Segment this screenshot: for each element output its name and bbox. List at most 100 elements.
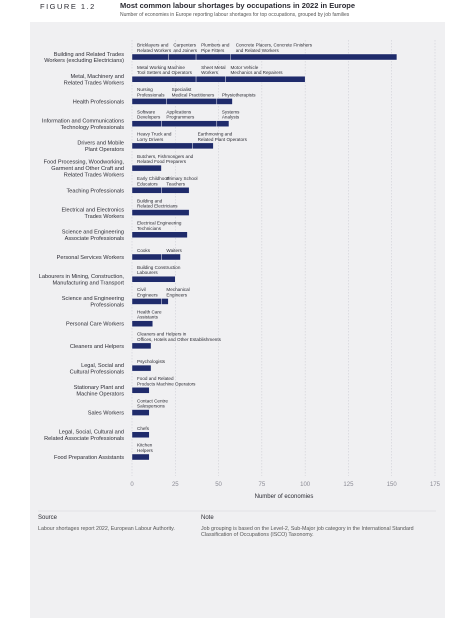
- segment-label: Plumbers and Pipe Fitters: [201, 43, 230, 53]
- bar-segment: [131, 387, 150, 394]
- bar-segment: [131, 298, 162, 305]
- x-tick-label: 100: [300, 482, 311, 488]
- segment-label: Physiotherapists: [222, 92, 256, 97]
- segment-label: Motor Vehicle Mechanics and Repairers: [230, 65, 283, 75]
- segment-label: Sheet Metal Workers: [201, 65, 226, 75]
- segment-label: Chefs: [137, 426, 150, 431]
- segment-label: Psychologists: [137, 359, 166, 364]
- segment-label: Nursing Professionals: [137, 87, 165, 97]
- bar-segment: [131, 76, 197, 83]
- segment-label: Building and Related Electricians: [137, 198, 178, 208]
- segment-label: Contact Centre Salespersons: [137, 398, 168, 408]
- segment-label: Health Care Assistants: [137, 309, 162, 319]
- segment-label: Civil Engineers: [137, 287, 158, 297]
- category-label: Metal, Machinery and Related Trades Worke…: [64, 74, 124, 86]
- segment-label: Electrical Engineering Technicians: [137, 220, 182, 230]
- segment-label: Building Construction Labourers: [137, 265, 181, 275]
- segment-label: Mechanical Engineers: [166, 287, 189, 297]
- bar-segment: [216, 98, 233, 105]
- bar-segment: [131, 431, 150, 438]
- segment-label: Software Developers: [137, 109, 161, 119]
- bar-segment: [168, 53, 197, 61]
- bar-segment: [161, 120, 218, 127]
- bar-segment: [225, 76, 306, 83]
- segment-label: Bricklayers and Related Workers: [137, 43, 172, 53]
- bar-segment: [131, 53, 169, 61]
- category-label: Personal Services Workers: [57, 255, 125, 261]
- category-label: Cleaners and Helpers: [70, 344, 124, 350]
- bar-segment: [131, 320, 153, 327]
- segment-label: Early Childhood Educators: [137, 176, 170, 186]
- source-text: Labour shortages report 2022, European L…: [38, 526, 175, 532]
- x-tick-label: 50: [215, 482, 222, 488]
- chart-subtitle: Number of economies in Europe reporting …: [120, 12, 350, 18]
- bar-segment: [131, 409, 150, 416]
- panel: [30, 22, 445, 618]
- segment-label: Earthmoving and Related Plant Operators: [198, 132, 248, 142]
- category-label: Science and Engineering Professionals: [62, 296, 124, 308]
- segment-label: Concrete Placers, Concrete Finishers and …: [236, 43, 313, 53]
- bar-segment: [161, 298, 169, 305]
- x-tick-label: 75: [259, 482, 266, 488]
- category-label: Information and Communications Technology…: [42, 118, 124, 130]
- x-axis-label: Number of economies: [255, 494, 314, 500]
- segment-label: Food and Related Products Machine Operato…: [137, 376, 196, 386]
- category-label: Health Professionals: [73, 99, 125, 105]
- segment-label: Cooks: [137, 248, 151, 253]
- segment-label: Heavy Truck and Lorry Drivers: [137, 132, 172, 142]
- bar-segment: [131, 253, 162, 261]
- category-label: Building and Related Trades Workers (excl…: [44, 52, 124, 64]
- bar-segment: [131, 98, 167, 105]
- category-label: Science and Engineering Associate Profess…: [62, 230, 124, 242]
- x-tick-label: 25: [172, 482, 179, 488]
- bar-segment: [195, 76, 226, 83]
- segment-label: Butchers, Fishmongers and Related Food Pr…: [137, 154, 194, 164]
- x-tick-label: 0: [130, 482, 134, 488]
- bar-segment: [195, 53, 231, 61]
- segment-label: Kitchen Helpers: [137, 443, 154, 453]
- x-tick-label: 150: [387, 482, 398, 488]
- bar-segment: [131, 187, 162, 194]
- category-label: Sales Workers: [88, 411, 124, 417]
- bar-segment: [131, 120, 162, 127]
- bar-segment: [131, 164, 162, 172]
- segment-label: Applications Programmers: [166, 109, 195, 119]
- bar-segment: [131, 142, 193, 150]
- bar-segment: [166, 98, 218, 105]
- category-label: Teaching Professionals: [66, 188, 124, 194]
- segment-label: Carpenters and Joiners: [173, 43, 197, 53]
- x-tick-label: 175: [430, 482, 441, 488]
- segment-label: Metal Working Machine Tool Setters and Op…: [137, 65, 193, 75]
- note-text: Job grouping is based on the Level-2, Su…: [201, 526, 414, 538]
- chart-title: Most common labour shortages by occupati…: [120, 1, 355, 10]
- bar-segment: [131, 209, 190, 216]
- category-label: Personal Care Workers: [66, 322, 124, 328]
- category-label: Food Preparation Assistants: [54, 455, 124, 461]
- segment-label: Waiters: [166, 248, 182, 253]
- x-tick-label: 125: [343, 482, 354, 488]
- category-label: Stationary Plant and Machine Operators: [74, 385, 125, 397]
- bar-segment: [131, 453, 150, 461]
- bar-segment: [131, 231, 188, 238]
- bar-segment: [216, 120, 230, 127]
- bar-segment: [131, 364, 152, 372]
- bar-segment: [161, 253, 181, 261]
- bar-segment: [192, 142, 214, 150]
- bar-segment: [131, 342, 152, 350]
- bar-segment: [131, 276, 176, 283]
- segment-label: Specialist Medical Practitioners: [172, 87, 215, 97]
- category-label: Legal, Social and Cultural Professionals: [70, 363, 125, 375]
- category-label: Legal, Social, Cultural and Related Assoc…: [44, 430, 124, 442]
- category-label: Drivers and Mobile Plant Operators: [77, 141, 124, 153]
- note-title: Note: [201, 515, 214, 521]
- segment-label: Primary School Teachers: [166, 176, 197, 186]
- category-label: Electrical and Electronics Trades Workers: [62, 207, 125, 219]
- figure-label: FIGURE 1.2: [40, 2, 96, 11]
- segment-label: Systems Analysts: [222, 109, 240, 119]
- category-label: Food Processing, Woodworking, Garment and…: [44, 160, 125, 179]
- segment-label: Cleaners and Helpers in Offices, Hotels a…: [137, 332, 222, 342]
- source-title: Source: [38, 515, 58, 521]
- category-label: Labourers in Mining, Construction, Manufa…: [39, 274, 125, 286]
- bar-segment: [161, 187, 190, 194]
